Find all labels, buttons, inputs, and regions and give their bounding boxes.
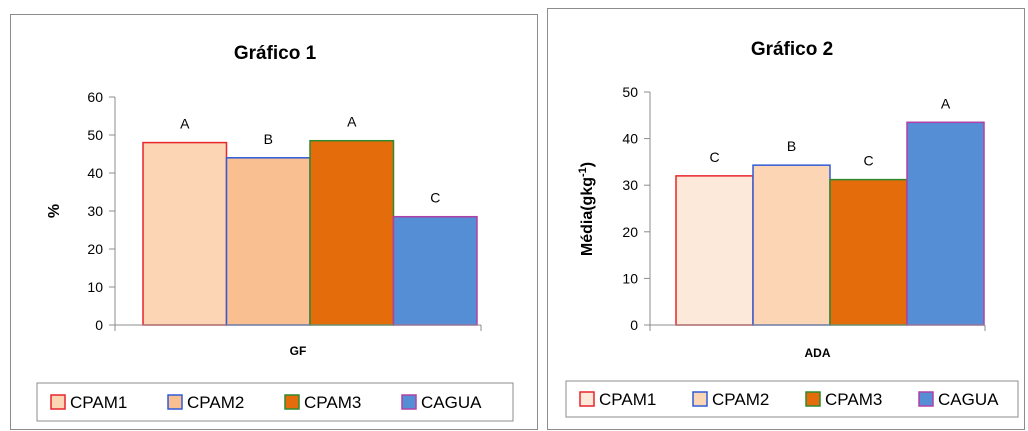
legend-label-cpam1: CPAM1: [70, 393, 127, 412]
data-label-cpam3: A: [347, 114, 357, 130]
y-tick-label: 0: [630, 317, 638, 333]
bar-cpam3: [309, 139, 395, 326]
chart-panel-1: Gráfico 1% A B A C 0 10 20 30 40 50 60 GF CPAM1 CPAM2 C…: [10, 14, 538, 430]
y-tick-label: 50: [87, 127, 103, 143]
bar-cpam2: [752, 164, 831, 326]
legend-label-cagua: CAGUA: [421, 393, 482, 412]
y-tick-label: 20: [87, 241, 103, 257]
legend-swatch-cpam3: [284, 394, 300, 410]
legend-swatch-cpam2: [692, 391, 708, 407]
y-axis-label-part: ): [579, 162, 596, 167]
x-category-label: ADA: [805, 346, 831, 360]
chart-2-svg: Gráfico 2 Média(gkg-1) C B C A 0 10 20 30 40 50 ADA C…: [565, 39, 1019, 418]
y-tick-label: 30: [87, 203, 103, 219]
chart-1-svg: Gráfico 1% A B A C 0 10 20 30 40 50 60 GF CPAM1 CPAM2 C…: [36, 43, 514, 422]
y-axis-label-part: Média(gkg: [579, 177, 596, 256]
legend-swatch-cpam3: [805, 391, 821, 407]
y-tick-label: 40: [622, 131, 638, 147]
legend-swatch-cpam2: [167, 394, 183, 410]
bar-cagua: [906, 121, 985, 326]
data-label-cpam1: A: [180, 116, 190, 132]
legend-label-cpam2: CPAM2: [712, 390, 769, 409]
chart-title: Gráfico 2: [751, 39, 833, 60]
y-tick-label: 0: [95, 317, 103, 333]
y-axis-label: %: [46, 204, 63, 218]
data-label-cpam3: C: [863, 153, 873, 169]
legend-swatch-cpam1: [50, 394, 66, 410]
data-label-cagua: A: [941, 95, 951, 111]
legend-swatch-cagua: [401, 394, 417, 410]
legend-box: [36, 382, 514, 422]
data-label-cpam2: B: [264, 131, 273, 147]
bar-cpam1: [675, 175, 754, 326]
legend-swatch-cagua: [918, 391, 934, 407]
x-category-label: GF: [290, 344, 307, 358]
chart-title: Gráfico 1: [234, 43, 317, 64]
legend-label-cpam2: CPAM2: [187, 393, 244, 412]
bar-cpam1: [142, 141, 228, 326]
y-tick-label: 30: [622, 177, 638, 193]
bar-cpam3: [829, 178, 908, 326]
data-label-cagua: C: [430, 190, 440, 206]
data-label-cpam2: B: [787, 138, 796, 154]
legend-box: [565, 380, 1019, 418]
bar-cagua: [392, 215, 478, 326]
legend-label-cagua: CAGUA: [938, 390, 999, 409]
y-tick-label: 20: [622, 224, 638, 240]
y-axis-label: Média(gkg-1): [577, 162, 596, 256]
y-tick-label: 10: [87, 279, 103, 295]
y-axis-label-superscript: -1: [577, 167, 589, 177]
y-tick-label: 60: [87, 89, 103, 105]
legend-swatch-cpam1: [579, 391, 595, 407]
y-tick-label: 10: [622, 270, 638, 286]
y-tick-label: 40: [87, 165, 103, 181]
y-tick-label: 50: [622, 84, 638, 100]
bar-cpam2: [225, 157, 311, 326]
legend-label-cpam3: CPAM3: [825, 390, 882, 409]
chart-panel-2: Gráfico 2 Média(gkg-1) C B C A 0 10 20 30 40 50 ADA C…: [547, 8, 1025, 430]
data-label-cpam1: C: [709, 149, 719, 165]
legend-label-cpam3: CPAM3: [304, 393, 361, 412]
legend-label-cpam1: CPAM1: [599, 390, 656, 409]
